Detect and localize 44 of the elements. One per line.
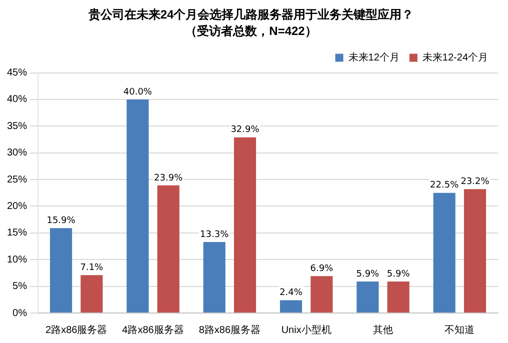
data-label: 2.4%	[280, 288, 303, 298]
bar	[50, 228, 72, 312]
x-tick-label: Unix小型机	[281, 324, 332, 336]
bar	[203, 242, 226, 312]
data-label: 22.5%	[430, 180, 460, 191]
legend-label: 未来12-24个月	[422, 52, 488, 64]
bar	[280, 300, 302, 312]
bar	[234, 137, 256, 312]
data-label: 32.9%	[230, 125, 260, 136]
data-label: 15.9%	[46, 216, 76, 226]
chart-subtitle: （受访者总数，N=422）	[185, 24, 317, 38]
y-tick-label: 10%	[7, 254, 28, 266]
x-tick-label: 2路x86服务器	[46, 324, 108, 336]
x-tick-label: 不知道	[444, 324, 475, 336]
data-label: 7.1%	[80, 262, 104, 273]
bar	[310, 276, 333, 312]
bar	[126, 99, 149, 312]
bar	[80, 275, 103, 312]
y-tick-label: 20%	[7, 200, 28, 212]
data-label: 13.3%	[200, 230, 230, 240]
y-tick-label: 40%	[7, 94, 28, 106]
chart-title: 贵公司在未来24个月会选择几路服务器用于业务关键型应用？	[87, 8, 414, 22]
x-tick-label: 其他	[373, 324, 394, 336]
y-tick-label: 5%	[12, 281, 28, 292]
y-tick-label: 0%	[12, 308, 28, 319]
data-label: 23.2%	[460, 177, 490, 188]
legend-label: 未来12个月	[348, 52, 400, 64]
data-label: 5.9%	[356, 269, 380, 280]
data-label: 23.9%	[154, 173, 184, 184]
y-tick-label: 45%	[7, 68, 28, 79]
data-label: 6.9%	[310, 264, 334, 274]
data-label: 5.9%	[386, 269, 410, 280]
bar	[387, 282, 410, 312]
bar	[157, 185, 180, 312]
bar	[464, 189, 486, 312]
y-tick-label: 30%	[7, 148, 28, 159]
bar	[356, 282, 379, 312]
data-label: 40.0%	[123, 87, 152, 98]
y-tick-label: 25%	[7, 174, 28, 186]
x-tick-label: 8路x86服务器	[198, 324, 261, 336]
bar	[433, 192, 456, 312]
x-tick-label: 4路x86服务器	[122, 324, 184, 336]
y-tick-label: 35%	[7, 120, 28, 132]
y-tick-label: 15%	[7, 228, 28, 239]
